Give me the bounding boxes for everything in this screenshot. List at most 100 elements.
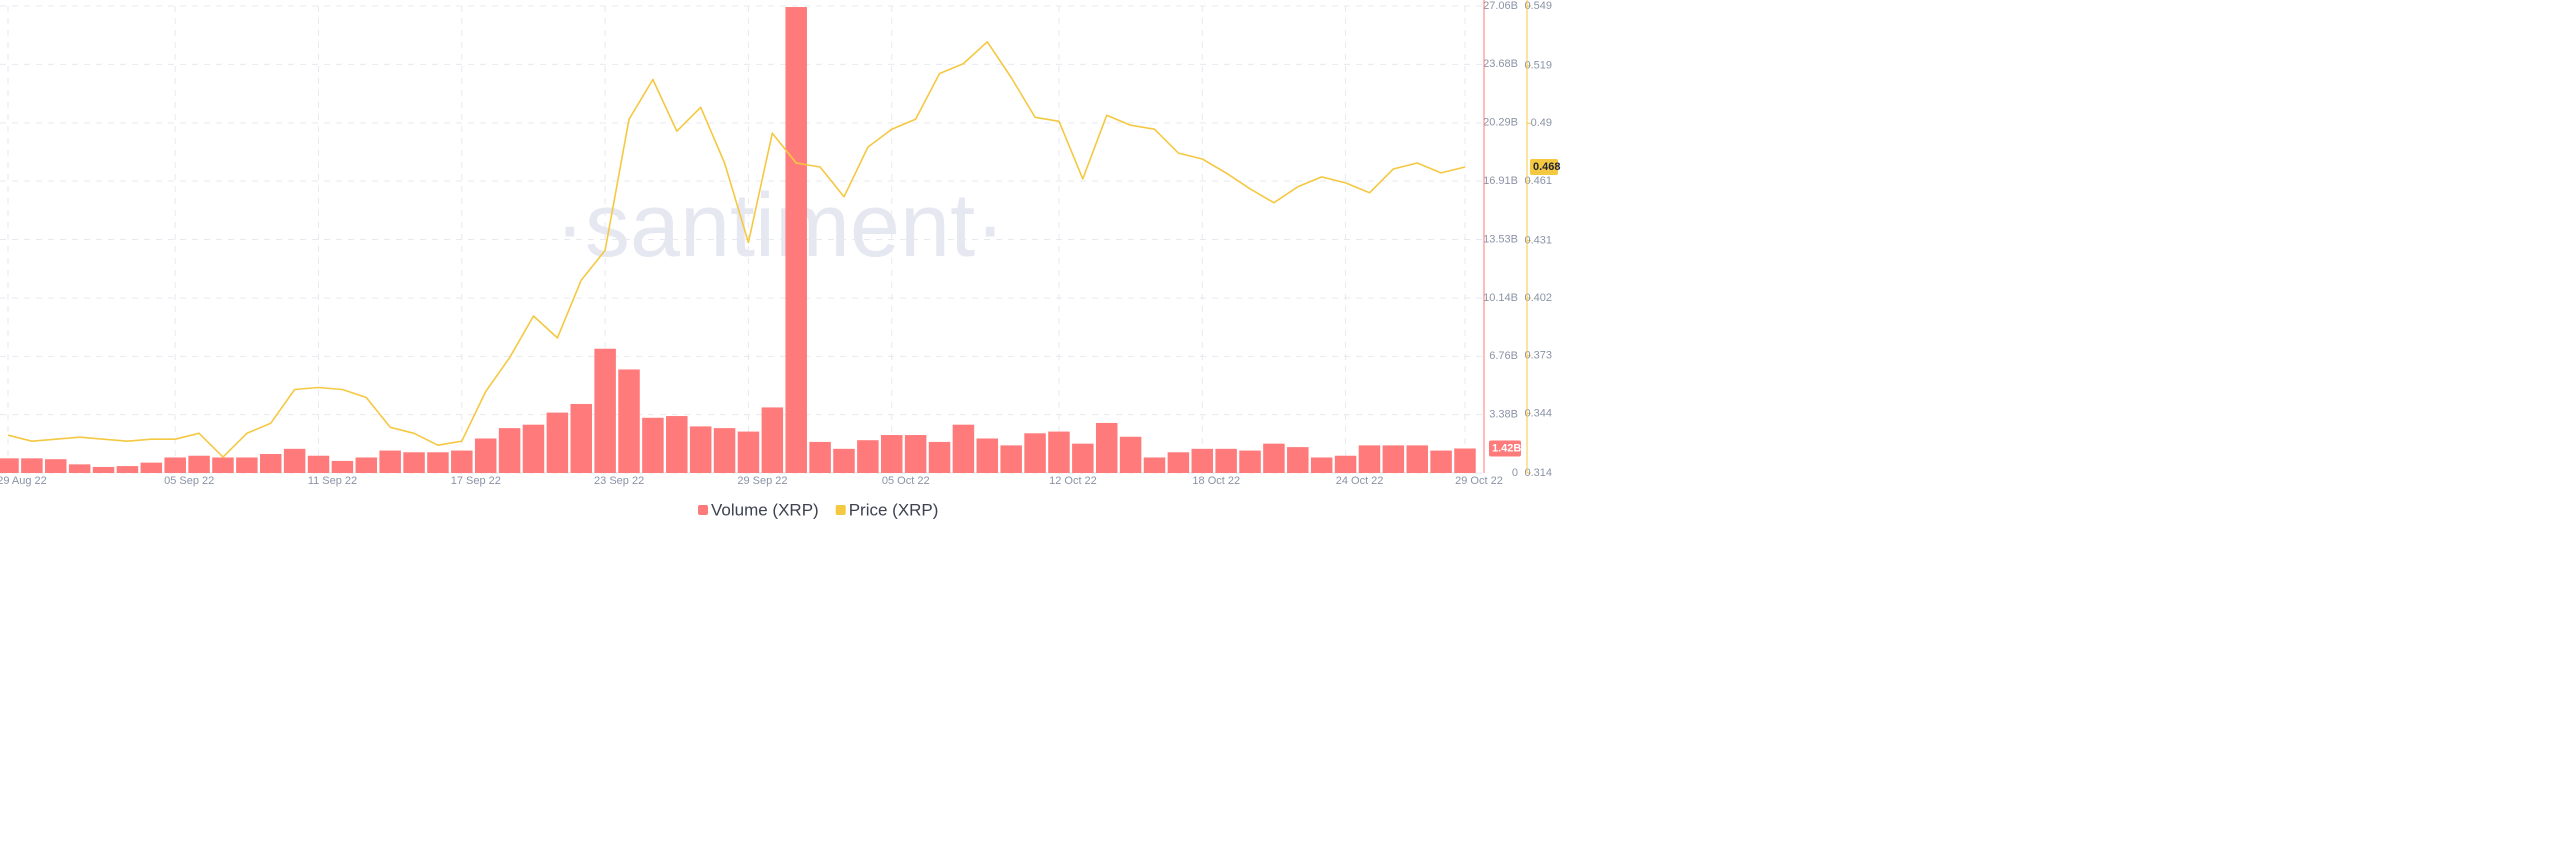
volume-bar <box>1048 431 1070 473</box>
volume-bar <box>1382 445 1405 473</box>
volume-bar <box>1263 443 1285 473</box>
volume-bar <box>1310 457 1333 473</box>
volume-bar <box>451 450 473 473</box>
watermark: ·santiment· <box>555 176 1005 276</box>
y-tick-label: 6.76B <box>1489 350 1518 362</box>
value-badge <box>1489 440 1521 457</box>
volume-bar <box>1167 452 1190 473</box>
volume-bar <box>570 403 592 473</box>
y2-tick-label: 0.49 <box>1531 117 1552 129</box>
volume-bar <box>1334 455 1357 473</box>
volume-bar <box>928 441 951 473</box>
x-tick-label: 23 Sep 22 <box>594 475 644 487</box>
volume-bar <box>1119 436 1142 473</box>
volume-bar <box>21 458 43 473</box>
x-tick-label: 17 Sep 22 <box>451 475 501 487</box>
volume-bar <box>761 407 784 473</box>
volume-bar <box>1215 448 1237 473</box>
y2-tick-label: 0.314 <box>1524 467 1552 479</box>
x-tick-label: 29 Sep 22 <box>737 475 787 487</box>
y2-tick-label: 0.344 <box>1524 407 1552 419</box>
x-tick-label: 24 Oct 22 <box>1336 475 1384 487</box>
y-tick-label: 3.38B <box>1489 409 1518 421</box>
volume-bar <box>116 466 139 473</box>
legend-label: Volume (XRP) <box>711 500 819 519</box>
x-tick-label: 18 Oct 22 <box>1192 475 1240 487</box>
volume-bar <box>642 417 664 473</box>
volume-bar <box>522 424 545 473</box>
y-tick-label: 10.14B <box>1483 292 1518 304</box>
volume-bar <box>188 455 210 473</box>
volume-bar <box>1430 450 1452 473</box>
volume-bar <box>618 369 640 473</box>
volume-bar <box>427 452 449 473</box>
volume-bar <box>474 438 497 473</box>
y2-tick-label: 0.431 <box>1524 234 1552 246</box>
volume-bar <box>212 457 234 473</box>
volume-bar <box>307 455 330 473</box>
volume-bar <box>881 435 903 473</box>
y2-tick-label: 0.519 <box>1524 60 1552 72</box>
y2-tick-label: 0.549 <box>1524 0 1552 12</box>
volume-bar <box>68 464 91 473</box>
volume-bar <box>1287 447 1309 473</box>
volume-bar <box>857 440 879 473</box>
volume-bar <box>283 448 306 473</box>
volume-bar <box>713 428 736 473</box>
value-badge <box>1530 158 1558 175</box>
volume-bar <box>498 428 521 473</box>
volume-bar <box>546 412 569 473</box>
x-tick-label: 12 Oct 22 <box>1049 475 1097 487</box>
y-tick-label: 20.29B <box>1483 117 1518 129</box>
volume-bar <box>45 459 67 473</box>
volume-bar <box>1095 422 1118 473</box>
volume-bar <box>1000 445 1022 473</box>
value-badge-label: 1.42B <box>1492 442 1521 454</box>
volume-bar <box>809 441 831 473</box>
volume-bar <box>355 457 378 473</box>
y-tick-label: 13.53B <box>1483 233 1518 245</box>
volume-bar <box>1143 457 1166 473</box>
volume-bar <box>164 457 186 473</box>
y2-tick-label: 0.373 <box>1524 350 1552 362</box>
volume-bar <box>737 431 760 473</box>
volume-bar <box>594 348 616 473</box>
volume-bar <box>1024 433 1046 473</box>
value-badge-label: 0.468 <box>1533 161 1561 173</box>
x-tick-label: 29 Oct 22 <box>1455 475 1503 487</box>
volume-bar <box>1191 448 1214 473</box>
volume-bar <box>140 462 163 473</box>
y2-tick-label: 0.402 <box>1524 292 1552 304</box>
legend-label: Price (XRP) <box>849 500 939 519</box>
volume-bar <box>785 7 807 474</box>
x-tick-label: 29 Aug 22 <box>0 475 47 487</box>
y-tick-label: 27.06B <box>1483 0 1518 12</box>
volume-bar <box>666 416 688 473</box>
x-tick-label: 11 Sep 22 <box>308 475 357 487</box>
volume-bar <box>379 450 401 473</box>
y-tick-label: 16.91B <box>1483 175 1518 187</box>
volume-bar <box>0 458 19 473</box>
legend-swatch <box>698 505 708 515</box>
legend-swatch <box>835 505 846 515</box>
volume-bar <box>1239 450 1261 473</box>
volume-bar <box>833 448 855 473</box>
volume-bar <box>1406 445 1428 473</box>
volume-bar <box>952 424 975 473</box>
volume-bar <box>92 466 115 473</box>
volume-bar <box>331 460 354 473</box>
volume-bar <box>1358 445 1381 473</box>
y2-tick-label: 0.461 <box>1524 175 1552 187</box>
volume-bar <box>403 452 425 473</box>
volume-bar <box>689 426 712 473</box>
x-tick-label: 05 Oct 22 <box>882 475 930 487</box>
volume-bar <box>1072 443 1094 473</box>
y-tick-label: 23.68B <box>1483 58 1518 70</box>
x-tick-label: 05 Sep 22 <box>164 475 214 487</box>
volume-bar <box>904 435 927 473</box>
volume-bar <box>259 454 282 473</box>
volume-bar <box>236 457 258 473</box>
y-tick-label: 0 <box>1512 467 1518 479</box>
volume-bar <box>1454 448 1476 473</box>
